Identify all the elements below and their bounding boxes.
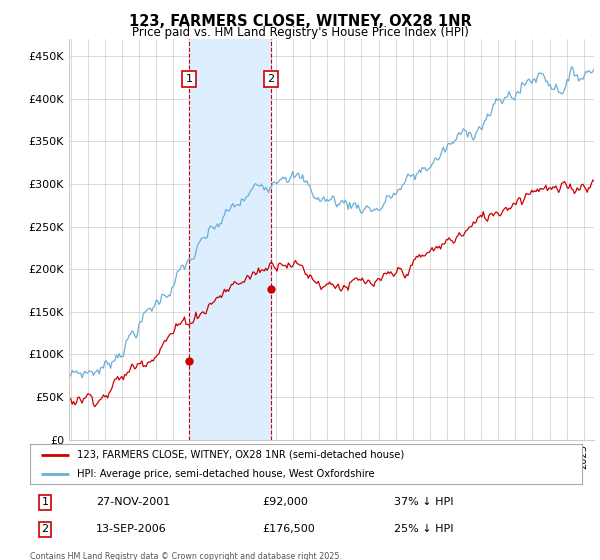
Text: £92,000: £92,000	[262, 497, 308, 507]
Text: 1: 1	[41, 497, 49, 507]
Text: 25% ↓ HPI: 25% ↓ HPI	[394, 524, 454, 534]
Text: 27-NOV-2001: 27-NOV-2001	[96, 497, 170, 507]
Text: 2: 2	[41, 524, 49, 534]
Text: Contains HM Land Registry data © Crown copyright and database right 2025.
This d: Contains HM Land Registry data © Crown c…	[30, 552, 342, 560]
Text: 2: 2	[268, 74, 274, 84]
Text: HPI: Average price, semi-detached house, West Oxfordshire: HPI: Average price, semi-detached house,…	[77, 469, 374, 478]
Text: 13-SEP-2006: 13-SEP-2006	[96, 524, 167, 534]
Text: 123, FARMERS CLOSE, WITNEY, OX28 1NR (semi-detached house): 123, FARMERS CLOSE, WITNEY, OX28 1NR (se…	[77, 450, 404, 460]
Text: Price paid vs. HM Land Registry's House Price Index (HPI): Price paid vs. HM Land Registry's House …	[131, 26, 469, 39]
Text: 37% ↓ HPI: 37% ↓ HPI	[394, 497, 454, 507]
Text: 1: 1	[185, 74, 193, 84]
Text: 123, FARMERS CLOSE, WITNEY, OX28 1NR: 123, FARMERS CLOSE, WITNEY, OX28 1NR	[128, 14, 472, 29]
Bar	[189, 39, 271, 440]
Text: £176,500: £176,500	[262, 524, 314, 534]
